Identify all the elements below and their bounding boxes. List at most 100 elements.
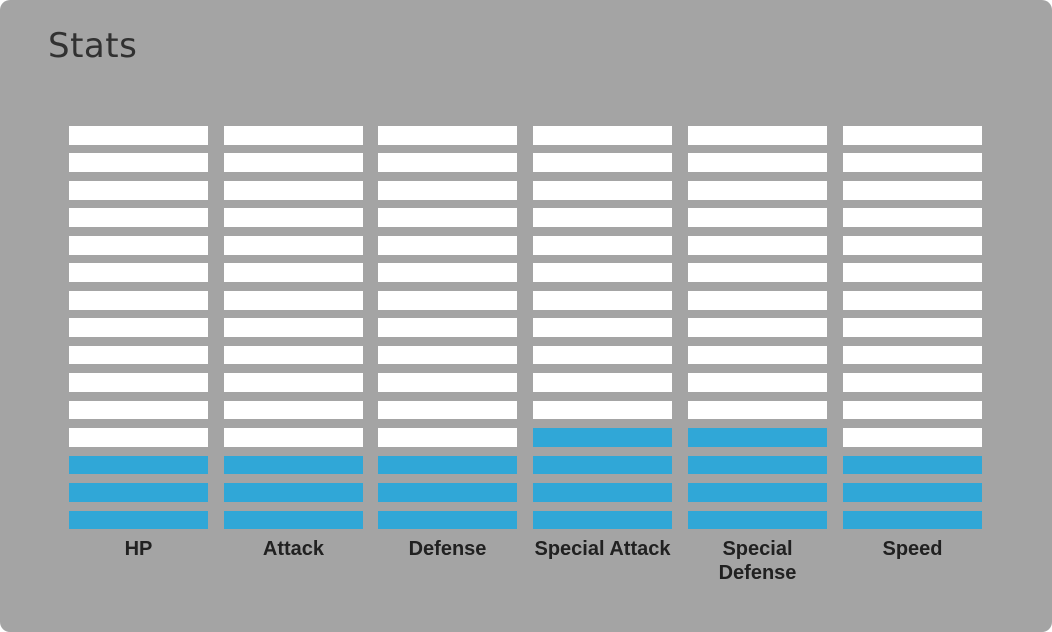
gauge-segment-empty [224, 400, 363, 420]
gauge-segment-empty [378, 263, 517, 283]
gauge-segment-empty [378, 235, 517, 255]
gauge-segment-empty [224, 235, 363, 255]
gauge-segment-empty [533, 290, 672, 310]
stat-label-hp: HP [124, 538, 153, 561]
gauge-segment-empty [224, 428, 363, 447]
gauge-segment-empty [688, 235, 827, 255]
stat-gauge-attack [224, 126, 363, 538]
gauge-segment-filled [688, 455, 827, 475]
gauge-segment-empty [843, 208, 982, 228]
gauge-segment-empty [843, 263, 982, 283]
gauge-segment-filled [688, 510, 827, 530]
gauge-segment-empty [224, 208, 363, 228]
gauge-segment-empty [533, 180, 672, 200]
stat-column-speed: Speed [843, 126, 982, 561]
gauge-segment-empty [533, 400, 672, 420]
gauge-segment-empty [69, 400, 208, 420]
gauge-segment-filled [688, 483, 827, 502]
gauge-segment-empty [224, 180, 363, 200]
gauge-segment-filled [378, 455, 517, 475]
gauge-segment-empty [533, 318, 672, 337]
stat-gauge-defense [378, 126, 517, 538]
gauge-segment-empty [843, 428, 982, 447]
gauge-segment-empty [688, 208, 827, 228]
gauge-segment-empty [533, 208, 672, 228]
gauge-segment-empty [688, 400, 827, 420]
gauge-segment-empty [843, 153, 982, 173]
gauge-segment-empty [224, 263, 363, 283]
gauge-segment-empty [69, 290, 208, 310]
stat-label-speed: Speed [882, 538, 943, 561]
gauge-segment-empty [378, 428, 517, 447]
gauge-segment-empty [533, 373, 672, 392]
gauge-segment-empty [224, 345, 363, 365]
gauge-segment-empty [69, 180, 208, 200]
gauge-segment-filled [224, 483, 363, 502]
gauge-segment-empty [688, 318, 827, 337]
gauge-segment-filled [533, 510, 672, 530]
gauge-segment-filled [843, 483, 982, 502]
stat-column-attack: Attack [224, 126, 363, 561]
gauge-segment-empty [688, 290, 827, 310]
stat-label-special-attack: Special Attack [534, 538, 671, 561]
gauge-segment-empty [69, 235, 208, 255]
gauge-segment-filled [69, 483, 208, 502]
stat-label-special-defense: Special Defense [718, 538, 797, 585]
gauge-segment-filled [378, 483, 517, 502]
stats-title: Stats [48, 26, 138, 66]
stat-label-attack: Attack [262, 538, 325, 561]
gauge-segment-empty [69, 208, 208, 228]
gauge-segment-filled [688, 428, 827, 447]
gauge-segment-filled [843, 510, 982, 530]
gauge-segment-empty [843, 373, 982, 392]
stat-column-defense: Defense [378, 126, 517, 561]
gauge-segment-empty [688, 126, 827, 145]
stat-gauge-hp [69, 126, 208, 538]
gauge-segment-empty [688, 180, 827, 200]
gauge-segment-empty [378, 400, 517, 420]
gauge-segment-empty [69, 318, 208, 337]
gauge-segment-empty [378, 345, 517, 365]
stat-column-special-defense: Special Defense [688, 126, 827, 585]
gauge-segment-filled [533, 483, 672, 502]
gauge-segment-filled [69, 510, 208, 530]
gauge-segment-empty [224, 318, 363, 337]
gauge-segment-filled [533, 455, 672, 475]
stat-gauge-speed [843, 126, 982, 538]
gauge-segment-empty [69, 373, 208, 392]
gauge-segment-empty [378, 290, 517, 310]
gauge-segment-empty [533, 153, 672, 173]
gauge-segment-empty [533, 263, 672, 283]
gauge-segment-empty [843, 180, 982, 200]
gauge-segment-empty [688, 373, 827, 392]
gauge-segment-filled [378, 510, 517, 530]
stat-label-defense: Defense [408, 538, 487, 561]
gauge-segment-empty [533, 345, 672, 365]
gauge-segment-empty [688, 263, 827, 283]
gauge-segment-filled [224, 510, 363, 530]
gauge-segment-empty [224, 290, 363, 310]
gauge-segment-empty [378, 180, 517, 200]
gauge-segment-empty [378, 153, 517, 173]
gauge-segment-empty [378, 208, 517, 228]
gauge-segment-empty [688, 153, 827, 173]
gauge-segment-empty [224, 153, 363, 173]
gauge-segment-empty [69, 153, 208, 173]
gauge-segment-empty [843, 235, 982, 255]
stat-column-special-attack: Special Attack [533, 126, 672, 561]
gauge-segment-empty [378, 126, 517, 145]
gauge-segment-empty [378, 373, 517, 392]
gauge-segment-empty [533, 126, 672, 145]
gauge-segment-empty [533, 235, 672, 255]
gauge-segment-empty [843, 345, 982, 365]
gauge-segment-empty [843, 400, 982, 420]
gauge-segment-empty [69, 345, 208, 365]
gauge-segment-filled [533, 428, 672, 447]
gauge-segment-empty [688, 345, 827, 365]
gauge-segment-filled [69, 455, 208, 475]
gauge-segment-empty [69, 126, 208, 145]
gauge-segment-filled [224, 455, 363, 475]
stat-gauge-special-defense [688, 126, 827, 538]
gauge-segment-empty [224, 126, 363, 145]
